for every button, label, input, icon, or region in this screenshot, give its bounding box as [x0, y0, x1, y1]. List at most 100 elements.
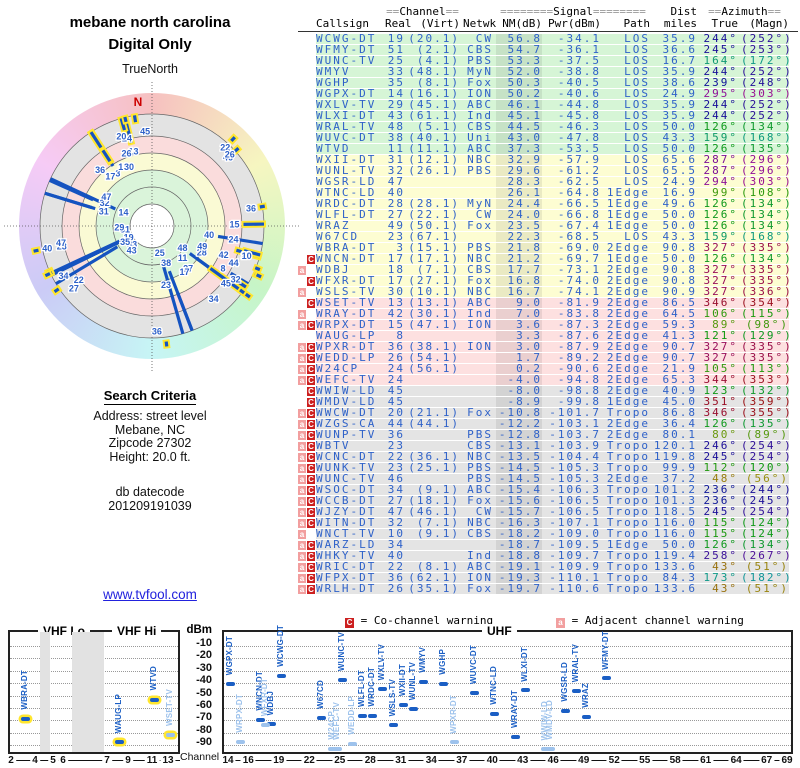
cell-callsign[interactable]: WITN-DT — [316, 516, 377, 529]
cell-callsign[interactable]: WRDC-DT — [316, 197, 377, 210]
cell-callsign[interactable]: WJZY-DT — [316, 505, 377, 518]
cell-callsign[interactable]: WZGS-CA — [316, 417, 377, 430]
cell-network: CBS — [467, 43, 493, 56]
cell-callsign[interactable]: WDBJ — [316, 263, 351, 276]
cell-callsign[interactable]: W24CP — [316, 362, 360, 375]
cell-callsign[interactable]: WRIC-DT — [316, 560, 377, 573]
table-row: a C WCCB-DT 27 (18.1) Fox -15.6 -106.5 Tropo 101.… — [298, 494, 798, 507]
cell-callsign[interactable]: WFMY-DT — [316, 43, 377, 56]
cell-callsign[interactable]: WWIW-LD — [316, 384, 377, 397]
cell-callsign[interactable]: WEFC-TV — [316, 373, 377, 386]
cell-callsign[interactable]: WAUG-LP — [316, 329, 377, 342]
cell-callsign[interactable]: WPXR-DT — [316, 340, 377, 353]
cell-callsign[interactable]: WEDD-LP — [316, 351, 377, 364]
cell-power: -87.9 — [557, 340, 601, 353]
cell-path: LOS — [624, 164, 650, 177]
vhf-channel-tick: 6 — [58, 755, 68, 766]
cell-callsign[interactable]: WGPX-DT — [316, 87, 377, 100]
cell-real-channel: 15 — [387, 318, 405, 331]
cell-callsign[interactable]: WSET-TV — [316, 296, 377, 309]
cell-path: 1Edge — [606, 395, 650, 408]
uhf-channel-tick: 34 — [423, 755, 439, 766]
cell-callsign[interactable]: WXII-DT — [316, 153, 377, 166]
cell-callsign[interactable]: WUNC-TV — [316, 472, 377, 485]
cell-callsign[interactable]: WCWG-DT — [316, 32, 377, 45]
cell-miles: 120.1 — [653, 439, 697, 452]
cell-callsign[interactable]: WRAZ — [316, 219, 351, 232]
cell-callsign[interactable]: WLXI-DT — [316, 109, 377, 122]
cell-power: -45.8 — [557, 109, 601, 122]
cell-path: LOS — [624, 43, 650, 56]
warn-cochannel-icon: C — [307, 354, 315, 363]
cell-callsign[interactable]: WARZ-LD — [316, 538, 377, 551]
cell-callsign[interactable]: WGHP — [316, 76, 351, 89]
cell-callsign[interactable]: WBTV — [316, 439, 351, 452]
cell-callsign[interactable]: WXLV-TV — [316, 98, 377, 111]
cell-real-channel: 51 — [387, 43, 405, 56]
cell-callsign[interactable]: WMYV — [316, 65, 351, 78]
cell-true-azimuth: 346° — [703, 406, 738, 419]
cell-callsign[interactable]: WHKY-TV — [316, 549, 377, 562]
cell-power: -81.9 — [557, 296, 601, 309]
cell-real-channel: 29 — [387, 98, 405, 111]
cell-callsign[interactable]: WSLS-TV — [316, 285, 377, 298]
warn-cochannel-icon: C — [307, 431, 315, 440]
cell-magnetic-azimuth: (89°) — [745, 428, 789, 441]
warn-adjacent-icon — [298, 387, 306, 396]
tvfool-link[interactable]: www.tvfool.com — [103, 587, 197, 602]
cell-true-azimuth: 351° — [703, 395, 738, 408]
cell-callsign[interactable]: W67CD — [316, 230, 360, 243]
cell-callsign[interactable]: WFPX-DT — [316, 571, 377, 584]
warn-adjacent-icon: a — [298, 365, 306, 374]
uhf-title: UHF — [482, 624, 517, 638]
cell-noise-margin: 26.1 — [496, 187, 542, 198]
warn-cochannel-icon: C — [307, 508, 315, 517]
cell-callsign[interactable]: WTVD — [316, 142, 351, 155]
radar-station-tick — [244, 292, 251, 299]
cell-callsign[interactable]: WTNC-LD — [316, 186, 377, 199]
warn-adjacent-icon: a — [298, 310, 306, 319]
cell-path: 1Edge — [606, 219, 650, 232]
cell-true-azimuth: 244° — [703, 32, 738, 45]
cell-callsign[interactable]: WCCB-DT — [316, 494, 377, 507]
cell-path: LOS — [624, 54, 650, 67]
cell-callsign[interactable]: WWCW-DT — [316, 406, 377, 419]
cell-callsign[interactable]: WUNC-TV — [316, 54, 377, 67]
table-row: WUVC-DT 38 (40.1) Uni 43.0 -47.8 LOS 43.3 159° (1… — [298, 131, 798, 144]
cell-callsign[interactable]: WCNC-DT — [316, 450, 377, 463]
cell-callsign[interactable]: WRLH-DT — [316, 582, 377, 595]
cell-magnetic-azimuth: (303°) — [741, 175, 793, 188]
cell-callsign[interactable]: WNCT-TV — [316, 527, 377, 540]
cell-virtual-channel: (40.1) — [408, 131, 460, 144]
gridline — [224, 745, 791, 746]
cell-callsign[interactable]: WRAY-DT — [316, 307, 377, 320]
cell-power: -106.5 — [549, 494, 601, 507]
row-band: WNCT-TV 10 (9.1) CBS -18.2 -109.0 Tropo 116.0 11… — [316, 527, 791, 540]
cell-callsign[interactable]: WUVC-DT — [316, 131, 377, 144]
cell-callsign[interactable]: WLFL-DT — [316, 208, 377, 221]
cell-callsign[interactable]: WSOC-DT — [316, 483, 377, 496]
table-row: WLXI-DT 43 (61.1) Ind 45.1 -45.8 LOS 35.9 244° (2… — [298, 109, 798, 122]
cell-callsign[interactable]: WGSR-LD — [316, 175, 377, 188]
cell-callsign[interactable]: WRPX-DT — [316, 318, 377, 331]
cell-callsign[interactable]: WBRA-DT — [316, 241, 377, 254]
signal-bar-label: WTVD — [149, 666, 158, 691]
cell-noise-margin: 37.3 — [496, 143, 542, 154]
group-header-azimuth: ==Azimuth== — [708, 5, 781, 18]
cell-callsign[interactable]: WUNP-TV — [316, 428, 377, 441]
cell-callsign[interactable]: WUNL-TV — [316, 164, 377, 177]
cell-callsign[interactable]: WMDV-LD — [316, 395, 377, 408]
cell-noise-margin: 50.3 — [496, 77, 542, 88]
cell-miles: 99.9 — [662, 461, 697, 474]
signal-bar — [236, 739, 246, 744]
cell-callsign[interactable]: WRAL-TV — [316, 120, 377, 133]
warn-cochannel-icon — [307, 288, 315, 297]
cell-callsign[interactable]: WNCN-DT — [316, 252, 377, 265]
cell-noise-margin: 24.0 — [496, 209, 542, 220]
warn-cochannel-icon — [307, 530, 315, 539]
cell-callsign[interactable]: WFXR-DT — [316, 274, 377, 287]
signal-bar-label: W67CD — [316, 680, 326, 710]
cell-callsign[interactable]: WUNK-TV — [316, 461, 377, 474]
azimuth-radar-plot: 19 51 25 33 35 14 29 43 48 38 11 31 32 47 40 28 27 49 23 3 1… — [2, 76, 302, 376]
